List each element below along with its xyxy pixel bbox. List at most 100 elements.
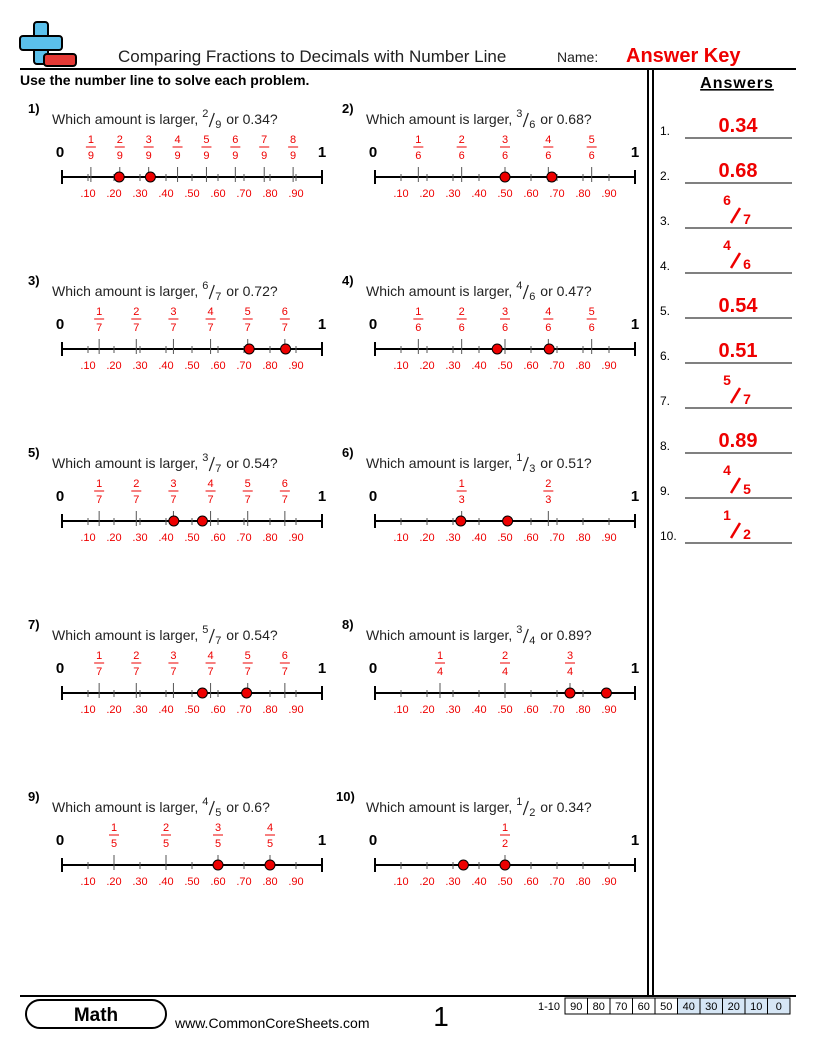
fraction-numerator: 1 bbox=[111, 822, 117, 834]
fraction-numerator: 2 bbox=[133, 306, 139, 318]
decimal-label: .90 bbox=[288, 532, 303, 544]
decimal-label: .30 bbox=[445, 876, 460, 888]
score: 70 bbox=[615, 1001, 627, 1013]
fraction-numerator: 3 bbox=[170, 478, 176, 490]
fraction-denominator: 3 bbox=[459, 494, 465, 506]
fraction-numerator: 1 bbox=[96, 306, 102, 318]
fraction-numerator: 6 bbox=[282, 650, 288, 662]
point bbox=[113, 171, 125, 183]
problem-number: 9) bbox=[28, 789, 40, 804]
problem-number: 6) bbox=[342, 445, 354, 460]
point bbox=[564, 687, 576, 699]
problem-number: 5) bbox=[28, 445, 40, 460]
question-numerator: 6 bbox=[202, 280, 208, 292]
decimal-label: .10 bbox=[393, 704, 408, 716]
line-end: 1 bbox=[318, 316, 326, 333]
fraction-denominator: 7 bbox=[282, 322, 288, 334]
decimal-label: .50 bbox=[184, 704, 199, 716]
fraction-denominator: 7 bbox=[208, 494, 214, 506]
decimal-label: .70 bbox=[236, 532, 251, 544]
decimal-label: .20 bbox=[106, 876, 121, 888]
answer-numerator: 6 bbox=[723, 192, 731, 208]
score: 30 bbox=[705, 1001, 717, 1013]
point bbox=[546, 171, 558, 183]
fraction-denominator: 4 bbox=[437, 666, 443, 678]
point bbox=[502, 515, 514, 527]
fraction-numerator: 4 bbox=[208, 650, 214, 662]
question-denominator: 2 bbox=[529, 807, 535, 819]
decimal-label: .90 bbox=[288, 704, 303, 716]
fraction-denominator: 7 bbox=[96, 322, 102, 334]
fraction-numerator: 3 bbox=[215, 822, 221, 834]
fraction-denominator: 7 bbox=[170, 322, 176, 334]
page-number: 1 bbox=[433, 1001, 449, 1032]
answer-slash bbox=[729, 387, 742, 404]
decimal-label: .70 bbox=[549, 704, 564, 716]
decimal-label: .20 bbox=[419, 876, 434, 888]
question: or 0.68? bbox=[540, 111, 592, 127]
decimal-label: .60 bbox=[523, 704, 538, 716]
fraction-numerator: 6 bbox=[282, 306, 288, 318]
fraction-numerator: 4 bbox=[208, 306, 214, 318]
decimal-label: .40 bbox=[471, 188, 486, 200]
point bbox=[144, 171, 156, 183]
decimal-label: .60 bbox=[210, 360, 225, 372]
answers-title: Answers bbox=[700, 75, 774, 92]
decimal-label: .80 bbox=[575, 532, 590, 544]
decimal-label: .30 bbox=[445, 704, 460, 716]
line-start: 0 bbox=[369, 316, 377, 333]
fraction-denominator: 6 bbox=[415, 322, 421, 334]
fraction-denominator: 6 bbox=[545, 150, 551, 162]
line-end: 1 bbox=[631, 316, 639, 333]
fraction-denominator: 6 bbox=[415, 150, 421, 162]
fraction-denominator: 9 bbox=[146, 150, 152, 162]
decimal-label: .80 bbox=[575, 188, 590, 200]
fraction-denominator: 6 bbox=[502, 322, 508, 334]
line-start: 0 bbox=[369, 488, 377, 505]
name-label: Name: bbox=[557, 49, 598, 65]
question: Which amount is larger, bbox=[52, 111, 198, 127]
answer-number: 5. bbox=[660, 304, 670, 318]
line-end: 1 bbox=[631, 144, 639, 161]
problem-number: 7) bbox=[28, 617, 40, 632]
answer-slash bbox=[729, 207, 742, 224]
fraction-denominator: 6 bbox=[589, 322, 595, 334]
decimal-label: .20 bbox=[106, 360, 121, 372]
website: www.CommonCoreSheets.com bbox=[174, 1015, 370, 1031]
decimal-label: .20 bbox=[419, 704, 434, 716]
decimal-label: .70 bbox=[236, 704, 251, 716]
decimal-label: .10 bbox=[80, 876, 95, 888]
problem-number: 1) bbox=[28, 101, 40, 116]
question: Which amount is larger, bbox=[52, 455, 198, 471]
fraction-denominator: 7 bbox=[245, 322, 251, 334]
fraction-denominator: 3 bbox=[545, 494, 551, 506]
fraction-numerator: 2 bbox=[117, 134, 123, 146]
decimal-label: .60 bbox=[523, 360, 538, 372]
decimal-label: .50 bbox=[184, 876, 199, 888]
answer-denominator: 5 bbox=[743, 481, 751, 497]
question-numerator: 3 bbox=[516, 624, 522, 636]
decimal-label: .20 bbox=[419, 188, 434, 200]
fraction-numerator: 2 bbox=[133, 650, 139, 662]
point bbox=[499, 171, 511, 183]
decimal-label: .80 bbox=[575, 876, 590, 888]
fraction-numerator: 2 bbox=[502, 650, 508, 662]
line-start: 0 bbox=[56, 660, 64, 677]
decimal-label: .50 bbox=[497, 532, 512, 544]
fraction-numerator: 1 bbox=[459, 478, 465, 490]
fraction-denominator: 5 bbox=[163, 838, 169, 850]
line-start: 0 bbox=[369, 832, 377, 849]
answer: 0.89 bbox=[719, 430, 758, 452]
fraction-slash bbox=[522, 800, 529, 816]
fraction-slash bbox=[522, 456, 529, 472]
decimal-label: .90 bbox=[601, 360, 616, 372]
question-numerator: 2 bbox=[202, 108, 208, 120]
subject: Math bbox=[74, 1005, 118, 1026]
fraction-numerator: 1 bbox=[415, 134, 421, 146]
decimal-label: .70 bbox=[236, 360, 251, 372]
fraction-slash bbox=[208, 800, 215, 816]
question-numerator: 3 bbox=[202, 452, 208, 464]
answer-slash bbox=[729, 477, 742, 494]
answer-denominator: 6 bbox=[743, 256, 751, 272]
fraction-numerator: 1 bbox=[437, 650, 443, 662]
